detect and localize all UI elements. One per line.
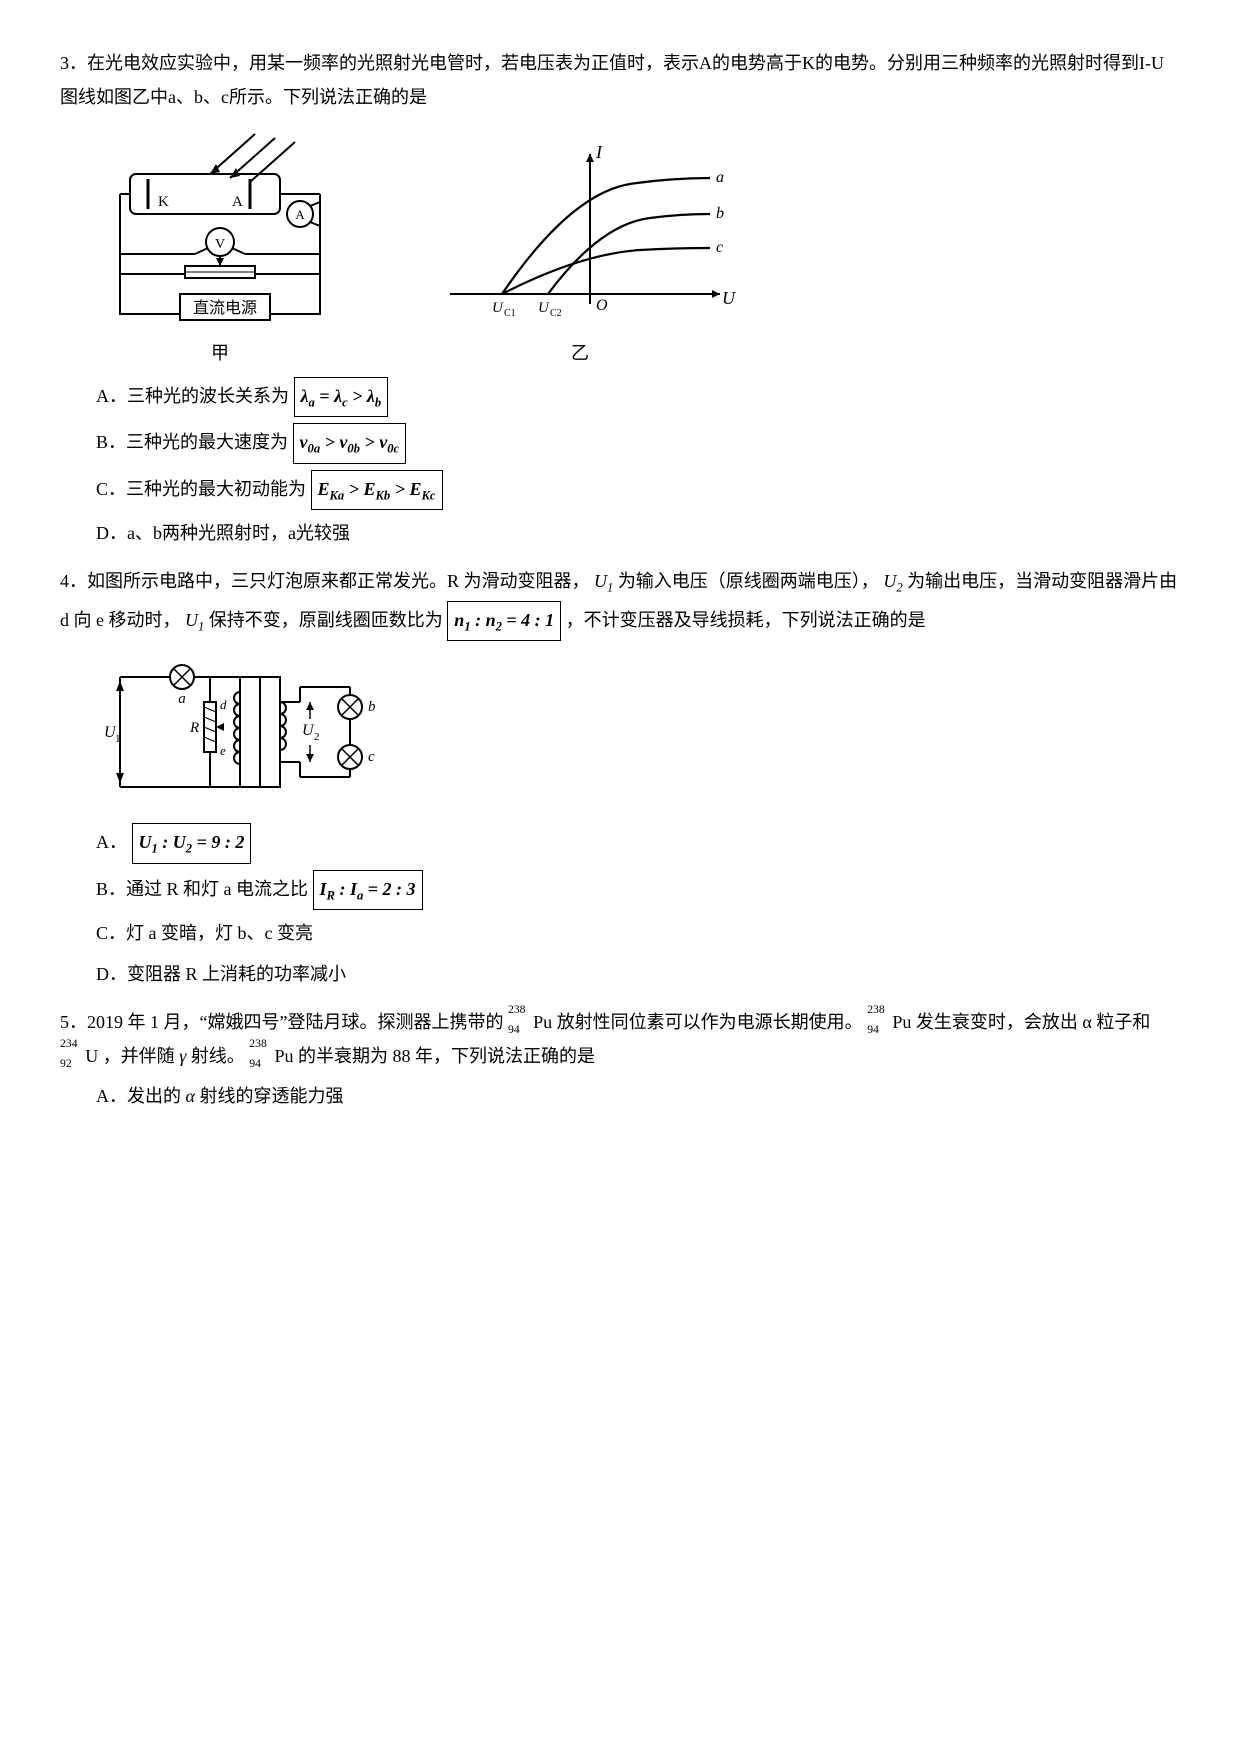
label-Amp: A	[295, 207, 305, 222]
q4-A-pre: A．	[96, 832, 127, 852]
q3-opt-B: B．三种光的最大速度为 v0a > v0b > v0c	[96, 423, 1180, 464]
q4-B-pre: B．通过 R 和灯 a 电流之比	[96, 879, 313, 899]
nuclide-u234: 23492U	[60, 1039, 98, 1073]
curve-a-label: a	[716, 169, 724, 186]
q5-s2: 放射性同位素可以作为电源长期使用。	[557, 1012, 863, 1032]
q3-opt-D: D．a、b两种光照射时，a光较强	[96, 516, 1180, 550]
svg-text:a: a	[178, 691, 186, 707]
q3-A-formula: λa = λc > λb	[294, 377, 389, 418]
q4-opt-D: D．变阻器 R 上消耗的功率减小	[96, 957, 1180, 991]
q5-s5: 射线。	[191, 1046, 245, 1066]
nuclide-pu238-a: 23894Pu	[508, 1005, 552, 1039]
svg-text:2: 2	[314, 731, 320, 743]
q4-stem-pre: 4．如图所示电路中，三只灯泡原来都正常发光。R 为滑动变阻器，	[60, 571, 590, 591]
q4-opt-A: A． U1 : U2 = 9 : 2	[96, 823, 1180, 864]
svg-text:1: 1	[115, 733, 121, 745]
q3-A-pre: A．三种光的波长关系为	[96, 386, 294, 406]
q3-fig-left: 直流电源 V A	[100, 124, 340, 370]
q4-stem-u1a: 为输入电压（原线圈两端电压），	[618, 571, 879, 591]
label-K: K	[158, 194, 169, 210]
q5-s1: 5．2019 年 1 月，“嫦娥四号”登陆月球。探测器上携带的	[60, 1012, 503, 1032]
nuclide-pu238-b: 23894Pu	[867, 1005, 911, 1039]
circuit-svg: 直流电源 V A	[100, 124, 340, 334]
svg-text:C2: C2	[550, 308, 562, 319]
uc1-label: U	[492, 300, 504, 316]
u1-sym: U1	[594, 571, 613, 591]
axis-I: I	[595, 142, 603, 162]
svg-text:b: b	[368, 699, 376, 715]
q5-stem: 5．2019 年 1 月，“嫦娥四号”登陆月球。探测器上携带的 23894Pu …	[60, 1005, 1180, 1073]
u1b-sym: U1	[185, 610, 204, 630]
label-src: 直流电源	[193, 299, 257, 317]
graph-svg: I U O U C1 U C2 a b c	[420, 134, 740, 334]
gamma-sym: γ	[179, 1046, 186, 1066]
q5-s3: 发生衰变时，会放出 α 粒子和	[916, 1012, 1150, 1032]
q4-stem-u1b: 保持不变，原副线圈匝数比为	[209, 610, 448, 630]
svg-text:e: e	[220, 743, 226, 758]
nuclide-pu238-c: 23894Pu	[249, 1039, 293, 1073]
q3-C-formula: EKa > EKb > EKc	[311, 470, 443, 511]
transformer-svg: a U 1 R d e	[100, 647, 400, 817]
q3-figures: 直流电源 V A	[100, 124, 1180, 370]
axis-U: U	[722, 288, 736, 308]
q5-opt-A: A．发出的 α 射线的穿透能力强	[96, 1079, 1180, 1113]
q3-C-pre: C．三种光的最大初动能为	[96, 479, 311, 499]
curve-b-label: b	[716, 205, 724, 222]
q5-s4: ，并伴随	[103, 1046, 175, 1066]
svg-text:d: d	[220, 697, 227, 712]
q3-B-formula: v0a > v0b > v0c	[293, 423, 407, 464]
q4-B-formula: IR : Ia = 2 : 3	[313, 870, 423, 911]
label-V: V	[215, 237, 225, 252]
svg-text:C1: C1	[504, 308, 516, 319]
q4-ratio-formula: n1 : n2 = 4 : 1	[447, 601, 561, 642]
q4-stem-after: ，不计变压器及导线损耗，下列说法正确的是	[566, 610, 926, 630]
q3-opt-C: C．三种光的最大初动能为 EKa > EKb > EKc	[96, 470, 1180, 511]
q3-stem: 3．在光电效应实验中，用某一频率的光照射光电管时，若电压表为正值时，表示A的电势…	[60, 46, 1180, 114]
curve-c-label: c	[716, 239, 723, 256]
u2-sym: U2	[883, 571, 902, 591]
q5-A-text: A．发出的 α 射线的穿透能力强	[96, 1086, 343, 1106]
origin-O: O	[596, 297, 608, 314]
q3-B-pre: B．三种光的最大速度为	[96, 432, 293, 452]
q4-opt-B: B．通过 R 和灯 a 电流之比 IR : Ia = 2 : 3	[96, 870, 1180, 911]
q3-fig-right: I U O U C1 U C2 a b c 乙	[420, 134, 740, 370]
uc2-label: U	[538, 300, 550, 316]
q4-opt-C: C．灯 a 变暗，灯 b、c 变亮	[96, 916, 1180, 950]
q3-caption-right: 乙	[420, 336, 740, 370]
q5-s6: 的半衰期为 88 年，下列说法正确的是	[298, 1046, 595, 1066]
q3-opt-A: A．三种光的波长关系为 λa = λc > λb	[96, 377, 1180, 418]
q3-caption-left: 甲	[100, 336, 340, 370]
q4-stem: 4．如图所示电路中，三只灯泡原来都正常发光。R 为滑动变阻器， U1 为输入电压…	[60, 564, 1180, 641]
label-A2: A	[232, 194, 243, 210]
q4-figure: a U 1 R d e	[100, 647, 1180, 817]
svg-text:R: R	[189, 720, 199, 736]
svg-text:c: c	[368, 749, 375, 765]
q4-A-formula: U1 : U2 = 9 : 2	[132, 823, 252, 864]
